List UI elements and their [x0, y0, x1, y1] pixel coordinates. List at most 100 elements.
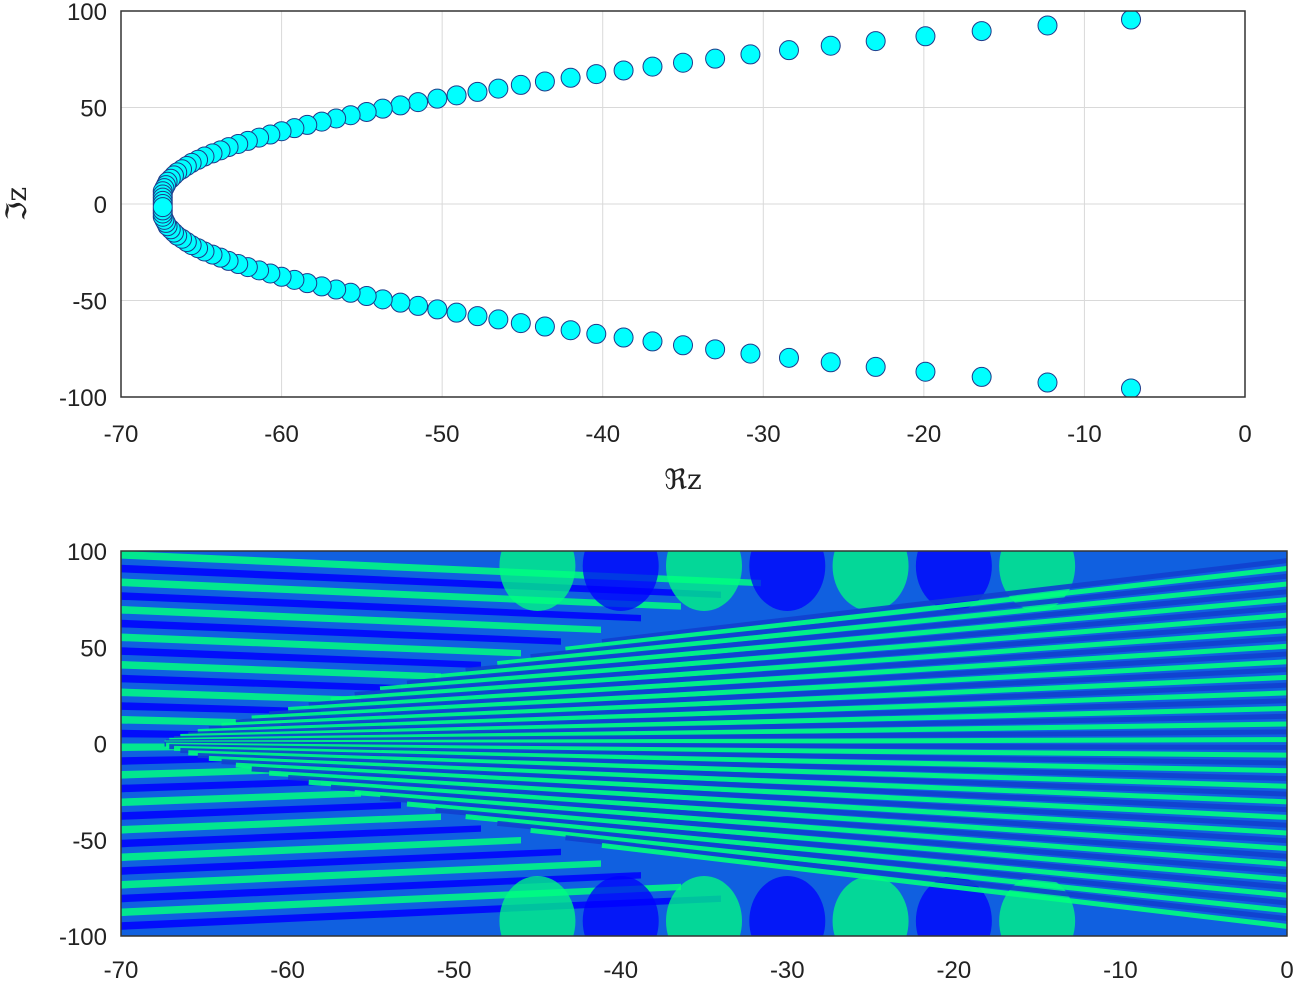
phase-band — [173, 713, 1287, 742]
bottom-y-tick-label: -100 — [59, 924, 107, 951]
phase-band — [197, 690, 1287, 735]
pole-point — [673, 52, 693, 73]
phase-band — [180, 705, 1287, 740]
phase-lobe-bottom — [666, 876, 742, 936]
phase-wedge — [121, 633, 521, 657]
phase-band — [354, 620, 1287, 697]
pole-point — [820, 352, 841, 373]
bottom-y-tick-label: 50 — [80, 635, 107, 662]
phase-image — [121, 551, 1287, 936]
bottom-x-tick-label: -50 — [437, 957, 472, 983]
phase-band — [308, 635, 1287, 708]
pole-point — [971, 366, 992, 387]
phase-band — [601, 558, 1287, 645]
phase-band — [197, 752, 1287, 797]
pole-point — [915, 361, 936, 382]
phase-band — [221, 674, 1287, 728]
phase-wedge — [121, 872, 641, 903]
pole-point — [740, 343, 761, 364]
phase-band — [465, 589, 1287, 673]
phase-wedge — [121, 766, 281, 779]
bottom-x-tick-labels: -70 -60 -50 -40 -30 -20 -10 0 — [104, 957, 1294, 983]
bottom-x-tick-label: -60 — [270, 957, 305, 983]
bottom-x-tick-label: -20 — [937, 957, 972, 983]
phase-wedge — [121, 606, 601, 634]
pole-point — [446, 302, 467, 323]
pole-point — [488, 78, 509, 99]
phase-band — [173, 745, 1287, 774]
pole-point — [534, 316, 555, 337]
phase-band — [379, 795, 1287, 875]
pole-point — [1120, 378, 1141, 397]
pole-point — [1120, 11, 1141, 30]
top-x-axis-label: ℜz — [664, 463, 702, 496]
phase-lobe-bottom — [832, 876, 909, 936]
top-x-tick-label: -20 — [907, 421, 942, 448]
phase-band — [354, 790, 1287, 867]
top-y-tick-labels: 100 50 0 -50 -100 — [59, 0, 107, 412]
pole-point — [705, 48, 726, 69]
pole-point — [642, 331, 663, 352]
pole-point — [408, 295, 429, 316]
phase-wedge — [121, 837, 521, 862]
phase-lobe-top — [666, 551, 742, 611]
pole-point — [1037, 15, 1058, 36]
phase-lobe-top — [499, 551, 576, 611]
top-x-tick-label: -40 — [585, 421, 620, 448]
top-x-tick-label: -10 — [1067, 421, 1102, 448]
pole-point — [446, 85, 467, 106]
phase-band — [208, 755, 1287, 805]
phase-wedge — [121, 825, 481, 848]
pole-point — [705, 339, 726, 360]
bottom-x-tick-label: -30 — [770, 957, 805, 983]
phase-wedge — [121, 801, 401, 820]
top-y-axis-label: ℑz — [0, 187, 33, 221]
phase-band — [406, 801, 1287, 883]
bottom-y-tick-label: -50 — [72, 828, 107, 855]
pole-point — [586, 323, 607, 344]
phase-wedge — [121, 860, 601, 889]
phase-wedge — [121, 790, 361, 807]
phase-band — [330, 628, 1287, 703]
pole-point — [740, 44, 761, 65]
pole-point — [390, 292, 411, 313]
phase-band — [435, 597, 1287, 680]
phase-band — [530, 573, 1287, 660]
pole-point — [642, 56, 663, 77]
phase-wedge — [121, 688, 361, 704]
phase-band — [268, 770, 1287, 836]
bottom-x-tick-label: -70 — [104, 957, 139, 983]
phase-band — [180, 747, 1287, 782]
phase-band — [208, 682, 1287, 732]
pole-point — [427, 88, 448, 109]
phase-band — [188, 750, 1287, 789]
top-y-tick-label: -100 — [59, 385, 107, 412]
phase-band — [465, 814, 1287, 898]
pole-point — [586, 64, 607, 85]
top-y-tick-label: 0 — [94, 192, 107, 219]
pole-point — [865, 31, 886, 52]
top-x-tick-label: -30 — [746, 421, 781, 448]
phase-band — [235, 762, 1287, 820]
phase-band — [308, 779, 1287, 852]
top-y-tick-label: 100 — [67, 0, 107, 26]
pole-point — [560, 320, 581, 341]
top-points — [152, 11, 1141, 397]
pole-point — [510, 74, 531, 95]
pole-point — [613, 327, 634, 348]
top-y-tick-label: 50 — [80, 96, 107, 123]
pole-point — [560, 67, 581, 88]
phase-lobe-bottom — [499, 876, 576, 936]
phase-band — [169, 744, 1287, 766]
pole-point — [467, 306, 488, 327]
phase-lobe-bottom — [749, 876, 826, 936]
pole-point — [510, 313, 531, 334]
pole-point — [408, 92, 429, 113]
phase-lobe-top — [582, 551, 659, 611]
phase-lobe-bottom — [582, 876, 659, 936]
pole-point — [613, 60, 634, 81]
phase-wedge — [121, 661, 441, 680]
top-x-tick-label: -60 — [264, 421, 299, 448]
phase-band — [601, 842, 1287, 929]
